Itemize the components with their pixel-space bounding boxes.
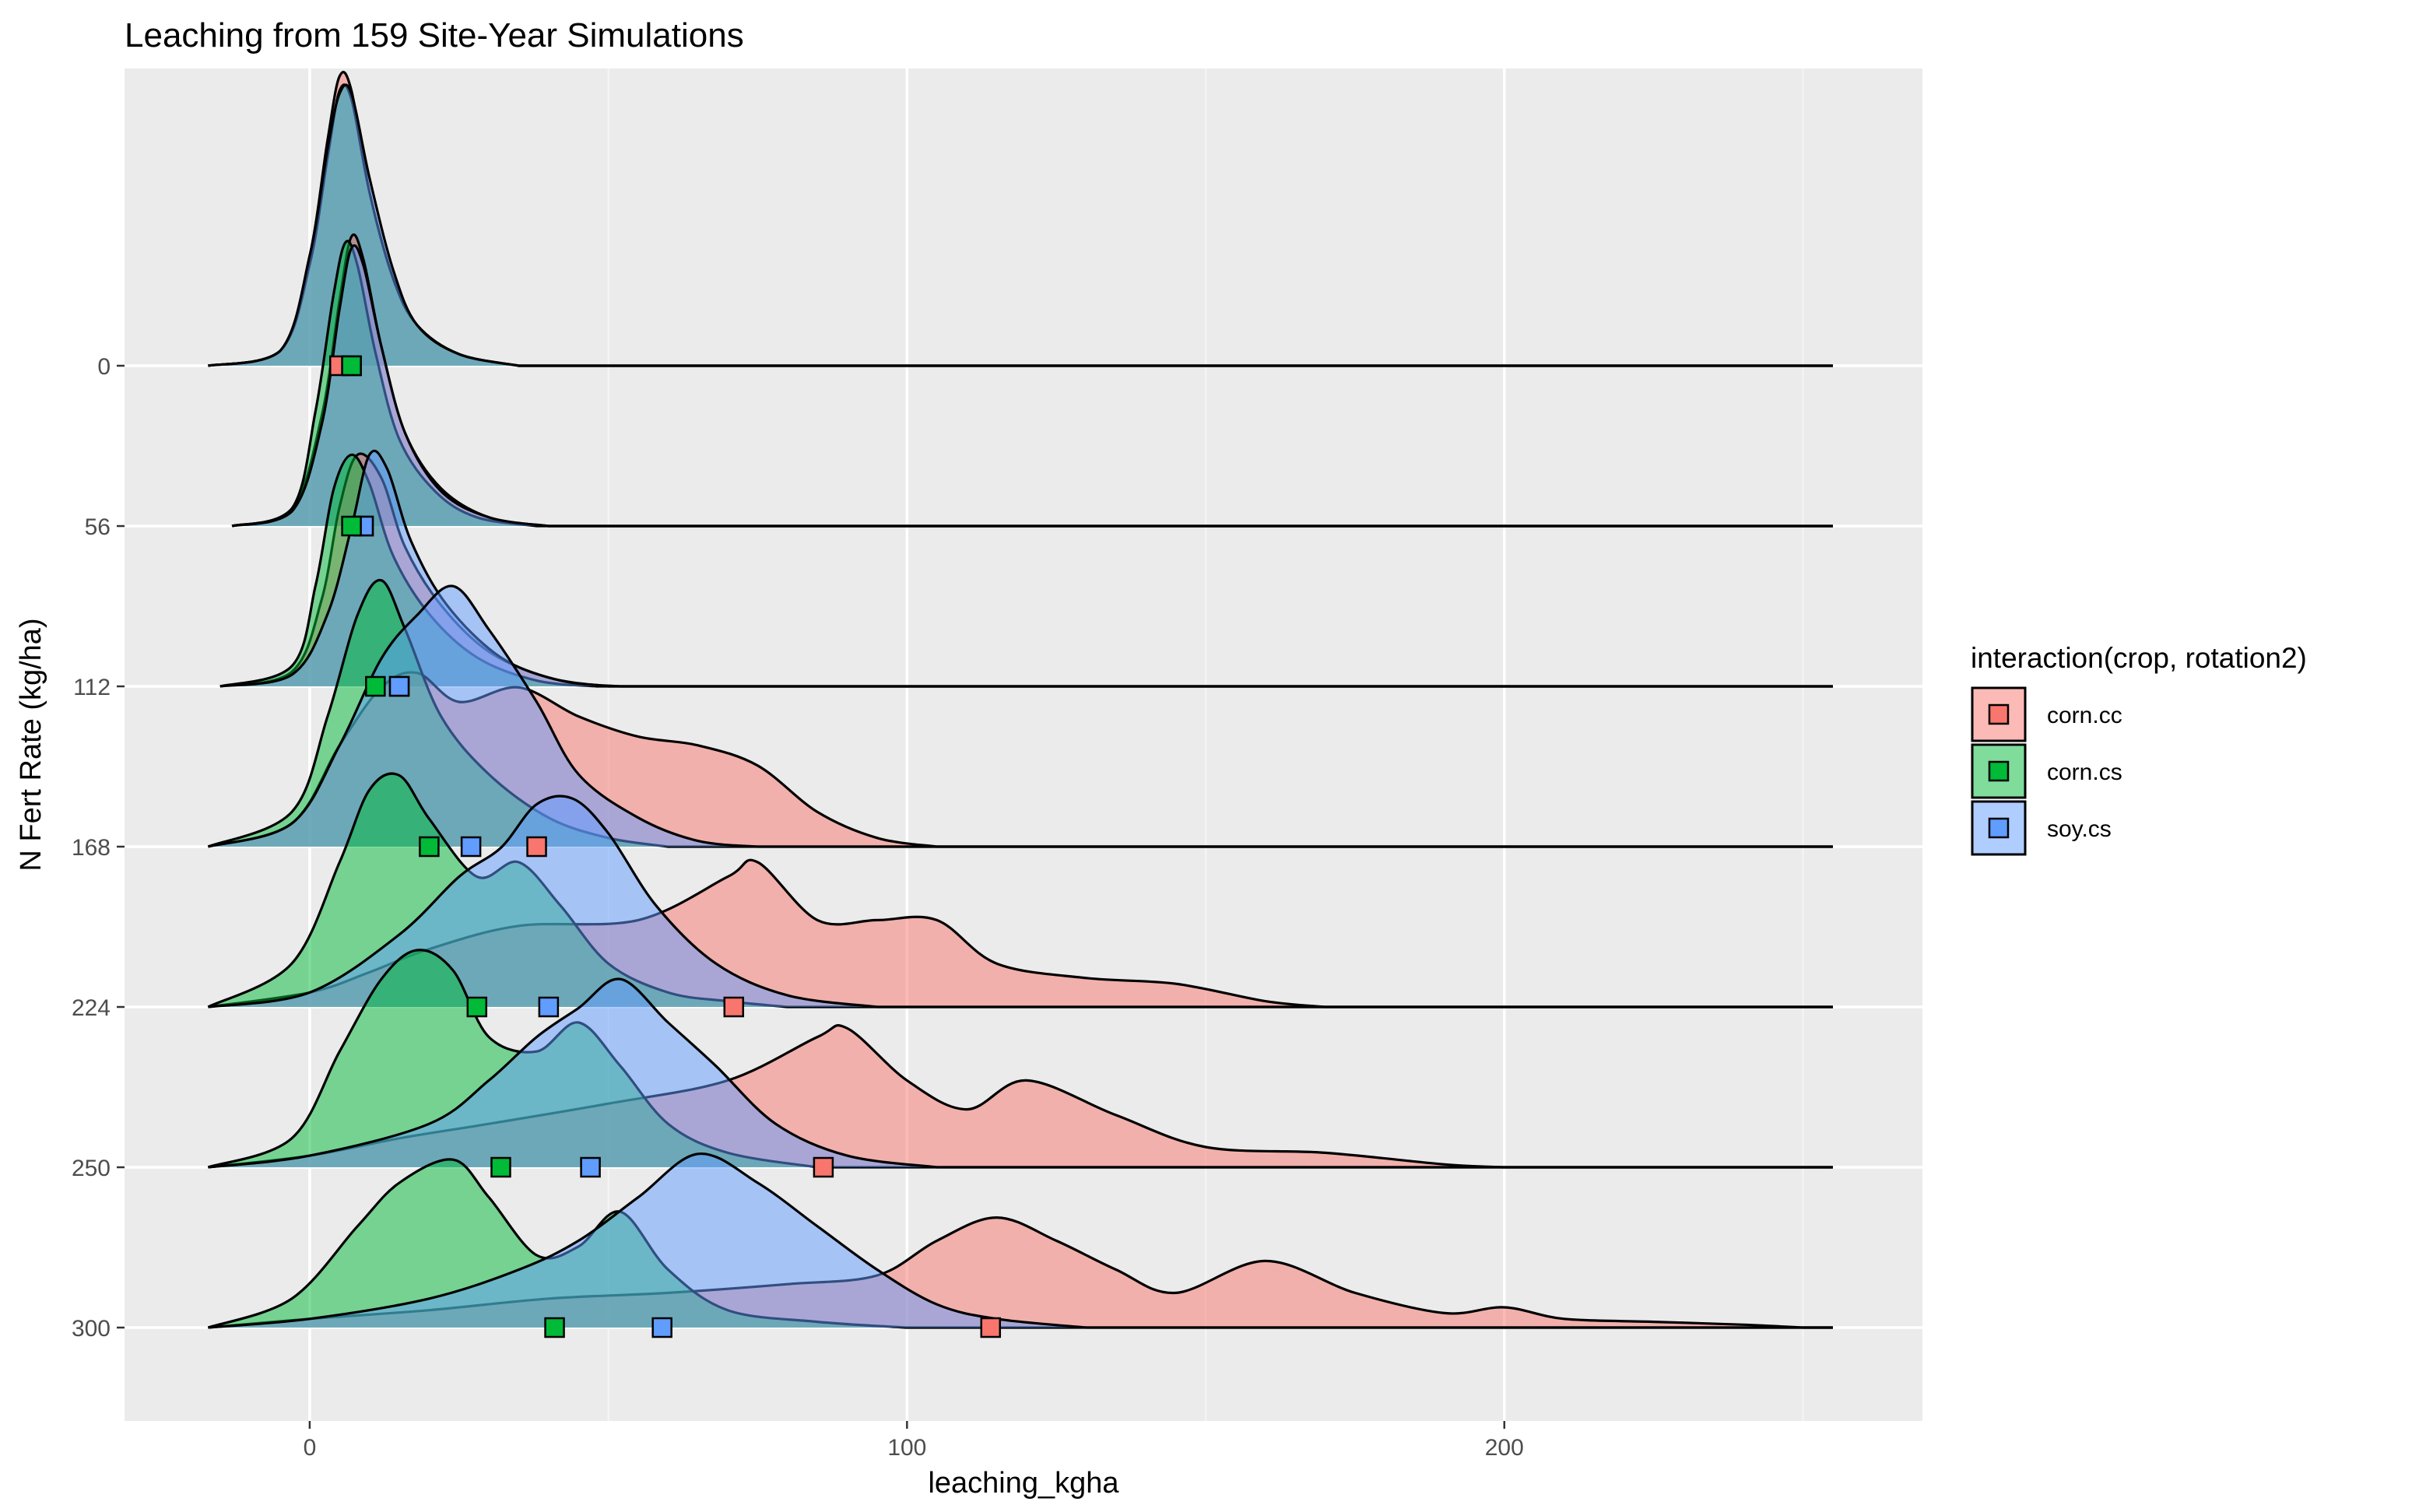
ridge-fill-soy.cs-0 — [208, 85, 519, 367]
mean-point-soy.cs-224 — [538, 996, 560, 1018]
mean-point-soy.cs-112 — [388, 675, 410, 697]
legend-label: corn.cc — [2047, 703, 2122, 728]
mean-point-corn.cc-300 — [980, 1317, 1002, 1338]
y-tick-label: 0 — [97, 354, 111, 380]
ridge-line-soy.cs-0 — [208, 83, 1833, 367]
x-tick-label: 200 — [1485, 1435, 1524, 1461]
ridge-fill-corn.cs-112 — [219, 454, 597, 686]
mean-point-corn.cs-168 — [419, 836, 440, 858]
y-tick-label: 56 — [85, 514, 111, 540]
ridges-layer — [207, 71, 1833, 1329]
ridge-line-soy.cs-56 — [231, 244, 1833, 528]
mean-point-corn.cs-56 — [341, 515, 362, 537]
mean-point-corn.cs-0 — [341, 355, 362, 377]
ridge-fill-corn.cs-300 — [208, 1159, 908, 1328]
mean-point-corn.cs-112 — [365, 675, 386, 697]
ridge-line-soy.cs-300 — [208, 1152, 1833, 1329]
mean-point-corn.cs-250 — [490, 1156, 511, 1178]
ridge-fill-soy.cs-168 — [208, 585, 758, 847]
mean-point-corn.cc-224 — [723, 996, 745, 1018]
ridge-row-0 — [208, 71, 1833, 367]
ridge-row-300 — [207, 1152, 1833, 1329]
legend-key — [1971, 686, 2027, 742]
x-axis: 0 100 200 — [304, 1421, 1524, 1461]
y-tick-label: 300 — [72, 1316, 111, 1342]
ridge-line-soy.cs-250 — [208, 977, 1833, 1169]
y-axis-title: N Fert Rate (kg/ha) — [15, 618, 47, 871]
y-tick-label: 224 — [72, 995, 111, 1021]
legend-key-point — [1988, 703, 2010, 725]
legend-label: soy.cs — [2047, 816, 2112, 842]
legend-key-point — [1988, 760, 2010, 782]
mean-point-soy.cs-168 — [460, 836, 482, 858]
chart-title: Leaching from 159 Site-Year Simulations — [125, 16, 744, 54]
y-axis: 0 56 112 168 224 250 300 — [72, 354, 125, 1342]
mean-point-corn.cc-168 — [526, 836, 547, 858]
ridge-line-soy.cs-224 — [208, 795, 1833, 1009]
ridge-line-soy.cs-112 — [219, 449, 1833, 688]
legend-item-corn.cs: corn.cs — [1971, 743, 2122, 799]
legend-title: interaction(crop, rotation2) — [1971, 642, 2307, 674]
ridge-row-250 — [207, 949, 1833, 1169]
mean-point-soy.cs-250 — [580, 1156, 601, 1178]
x-tick-label: 100 — [887, 1435, 926, 1461]
ridge-fill-soy.cs-112 — [219, 451, 620, 686]
mean-point-soy.cs-300 — [651, 1317, 672, 1338]
ridge-line-soy.cs-168 — [207, 584, 1833, 848]
mean-point-corn.cc-250 — [813, 1156, 834, 1178]
legend-key-point — [1988, 817, 2010, 839]
legend-label: corn.cs — [2047, 760, 2122, 785]
y-tick-label: 250 — [72, 1156, 111, 1181]
mean-point-corn.cs-300 — [544, 1317, 565, 1338]
legend-item-corn.cc: corn.cc — [1971, 686, 2122, 742]
x-axis-title: leaching_kgha — [928, 1467, 1119, 1500]
ridge-fill-soy.cs-250 — [208, 978, 937, 1167]
mean-point-corn.cs-224 — [466, 996, 488, 1018]
legend: interaction(crop, rotation2) corn.cc corn… — [1971, 642, 2307, 856]
ridge-fill-soy.cs-300 — [208, 1153, 1087, 1328]
y-tick-label: 168 — [72, 835, 111, 861]
means-layer — [329, 355, 1002, 1338]
x-tick-label: 0 — [304, 1435, 317, 1461]
legend-item-soy.cs: soy.cs — [1971, 800, 2112, 856]
y-tick-label: 112 — [73, 675, 111, 700]
